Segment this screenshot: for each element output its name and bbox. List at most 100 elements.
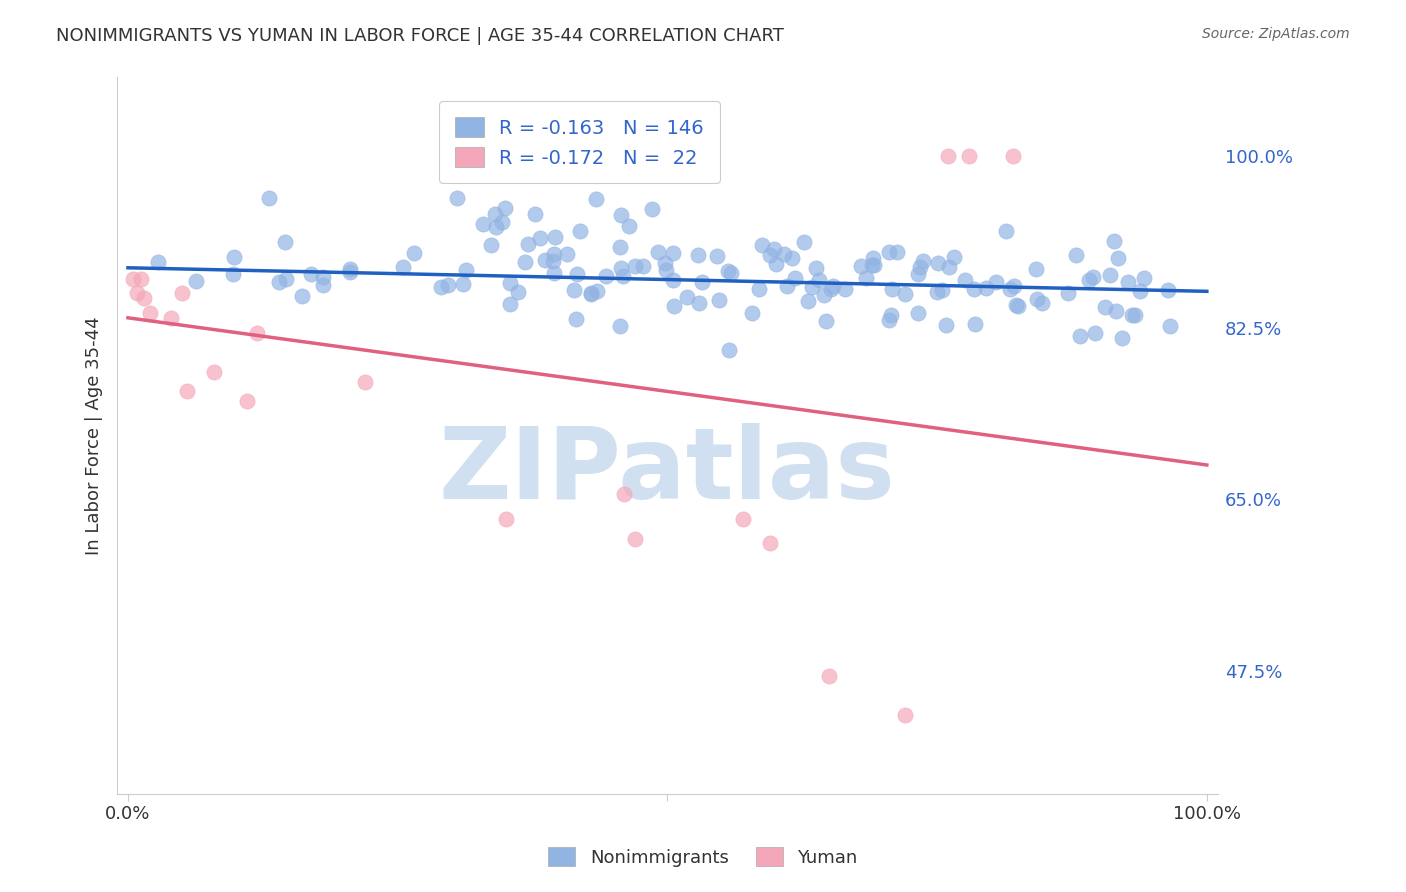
- Point: [1057, 285, 1080, 300]
- Point: [506, 285, 529, 299]
- Point: [235, 394, 257, 409]
- Point: [565, 312, 588, 326]
- Point: [274, 272, 297, 286]
- Point: [495, 512, 517, 526]
- Point: [430, 280, 453, 294]
- Point: [1111, 330, 1133, 344]
- Point: [759, 248, 782, 262]
- Point: [748, 282, 770, 296]
- Point: [633, 259, 655, 273]
- Point: [741, 306, 763, 320]
- Point: [404, 246, 426, 260]
- Point: [688, 248, 710, 262]
- Point: [339, 265, 361, 279]
- Point: [706, 249, 728, 263]
- Point: [529, 231, 551, 245]
- Point: [246, 326, 269, 340]
- Point: [959, 149, 981, 163]
- Point: [1105, 304, 1128, 318]
- Point: [392, 260, 415, 275]
- Point: [849, 259, 872, 273]
- Point: [446, 191, 468, 205]
- Point: [1007, 299, 1029, 313]
- Point: [759, 536, 782, 550]
- Point: [877, 244, 900, 259]
- Point: [1002, 279, 1025, 293]
- Text: Source: ZipAtlas.com: Source: ZipAtlas.com: [1202, 27, 1350, 41]
- Point: [963, 317, 986, 331]
- Point: [1083, 270, 1105, 285]
- Point: [780, 251, 803, 265]
- Point: [935, 318, 957, 332]
- Point: [610, 208, 633, 222]
- Point: [472, 218, 495, 232]
- Point: [437, 277, 460, 292]
- Point: [129, 271, 152, 285]
- Point: [257, 191, 280, 205]
- Point: [579, 285, 602, 300]
- Point: [690, 275, 713, 289]
- Point: [456, 263, 478, 277]
- Point: [862, 251, 884, 265]
- Point: [855, 271, 877, 285]
- Legend: Nonimmigrants, Yuman: Nonimmigrants, Yuman: [541, 840, 865, 874]
- Point: [938, 260, 960, 274]
- Point: [624, 532, 647, 546]
- Point: [494, 202, 516, 216]
- Point: [797, 293, 820, 308]
- Point: [1123, 308, 1146, 322]
- Point: [1133, 271, 1156, 285]
- Point: [515, 254, 537, 268]
- Point: [894, 708, 917, 723]
- Point: [676, 290, 699, 304]
- Point: [880, 308, 903, 322]
- Point: [1025, 262, 1047, 277]
- Point: [647, 244, 669, 259]
- Point: [176, 384, 198, 399]
- Point: [863, 258, 886, 272]
- Point: [998, 282, 1021, 296]
- Point: [569, 224, 592, 238]
- Point: [541, 254, 564, 268]
- Point: [765, 256, 787, 270]
- Point: [491, 215, 513, 229]
- Point: [785, 270, 807, 285]
- Point: [498, 277, 520, 291]
- Point: [994, 224, 1017, 238]
- Point: [543, 246, 565, 260]
- Point: [707, 293, 730, 307]
- Point: [543, 266, 565, 280]
- Point: [931, 283, 953, 297]
- Point: [170, 286, 193, 301]
- Point: [299, 267, 322, 281]
- Point: [612, 269, 634, 284]
- Point: [311, 270, 333, 285]
- Point: [984, 275, 1007, 289]
- Point: [585, 284, 607, 298]
- Point: [731, 512, 754, 526]
- Point: [624, 260, 647, 274]
- Point: [953, 273, 976, 287]
- Point: [1001, 149, 1024, 163]
- Point: [1083, 326, 1105, 341]
- Point: [927, 256, 949, 270]
- Point: [138, 306, 160, 320]
- Point: [879, 313, 901, 327]
- Point: [222, 250, 245, 264]
- Point: [523, 207, 546, 221]
- Point: [565, 267, 588, 281]
- Point: [609, 240, 631, 254]
- Point: [936, 149, 959, 163]
- Point: [517, 236, 540, 251]
- Point: [860, 258, 883, 272]
- Point: [907, 267, 929, 281]
- Point: [609, 319, 631, 334]
- Point: [654, 256, 676, 270]
- Point: [122, 271, 145, 285]
- Point: [1107, 252, 1129, 266]
- Point: [274, 235, 297, 249]
- Point: [718, 343, 741, 358]
- Point: [834, 282, 856, 296]
- Point: [662, 273, 685, 287]
- Point: [354, 375, 377, 389]
